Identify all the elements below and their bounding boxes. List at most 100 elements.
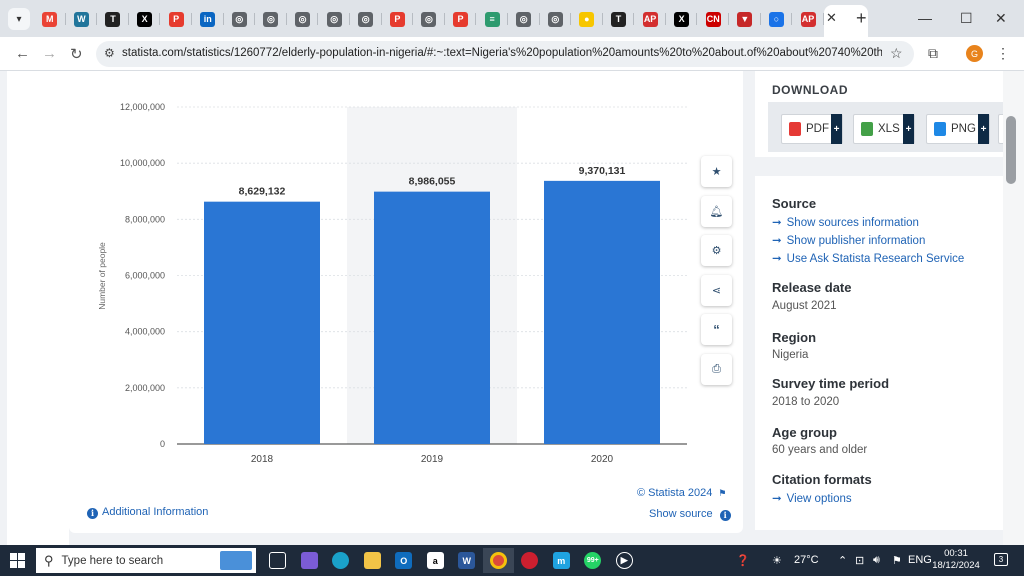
download-xls-button[interactable]: XLS + xyxy=(853,114,915,144)
amazon-icon[interactable]: a xyxy=(420,548,452,573)
forward-icon[interactable]: → xyxy=(42,45,57,62)
copyright-text[interactable]: © Statista 2024 xyxy=(637,487,713,499)
browser-tab[interactable]: CN xyxy=(697,5,729,33)
chart-tools: ★ 🔔︎ ⚙ ⋖ “ ⎙ xyxy=(701,156,732,394)
show-source-label[interactable]: Show source xyxy=(649,508,713,520)
browser-tab[interactable]: W xyxy=(66,5,98,33)
tray-chevron-icon[interactable]: ⌃ xyxy=(838,555,848,567)
citation-options-label[interactable]: View options xyxy=(786,493,852,505)
word-icon[interactable]: W xyxy=(451,548,483,573)
browser-tab[interactable]: ◎ xyxy=(224,5,256,33)
browser-tab[interactable]: ◎ xyxy=(540,5,572,33)
browser-tab[interactable]: M xyxy=(34,5,66,33)
browser-tab[interactable]: X xyxy=(666,5,698,33)
ask-statista-link[interactable]: ➞ Use Ask Statista Research Service xyxy=(772,251,964,265)
additional-information-link[interactable]: i Additional Information xyxy=(87,506,208,519)
url-text[interactable]: statista.com/statistics/1260772/elderly-… xyxy=(122,47,882,59)
globe-icon: ◎ xyxy=(516,11,532,27)
site-info-icon[interactable]: ⚙ xyxy=(104,46,115,60)
show-sources-link[interactable]: ➞ Show sources information xyxy=(772,215,919,229)
browser-tab[interactable]: T xyxy=(603,5,635,33)
release-date-heading: Release date xyxy=(772,280,852,295)
minimize-icon[interactable]: — xyxy=(918,10,932,26)
share-icon[interactable]: ⋖ xyxy=(701,274,732,306)
plus-icon[interactable]: + xyxy=(831,114,842,144)
tab-search-chevron-down-icon[interactable]: ▾ xyxy=(8,8,30,30)
scrollbar-thumb[interactable] xyxy=(1006,116,1016,184)
citation-options-link[interactable]: ➞ View options xyxy=(772,491,852,505)
network-icon[interactable]: ⊡ xyxy=(855,555,865,567)
gear-icon[interactable]: ⚙ xyxy=(701,235,732,267)
window-close-icon[interactable]: ✕ xyxy=(995,10,1007,26)
flag-icon[interactable]: ⚑ xyxy=(892,555,902,567)
browser-tab[interactable]: X xyxy=(129,5,161,33)
page-scrollbar[interactable] xyxy=(1003,71,1024,545)
outlook-icon[interactable]: O xyxy=(388,548,420,573)
print-icon[interactable]: ⎙ xyxy=(701,353,732,385)
show-source-link[interactable]: Show source i xyxy=(649,508,731,521)
show-sources-label[interactable]: Show sources information xyxy=(786,217,919,229)
address-bar[interactable]: ⚙ statista.com/statistics/1260772/elderl… xyxy=(96,41,914,67)
back-icon[interactable]: ← xyxy=(15,45,30,62)
plus-icon[interactable]: + xyxy=(903,114,914,144)
close-tab-icon[interactable]: ✕ xyxy=(826,10,837,25)
whatsapp-icon[interactable]: 99+ xyxy=(577,548,609,573)
weather-temp[interactable]: 27°C xyxy=(794,554,819,566)
reload-icon[interactable]: ↻ xyxy=(70,46,83,63)
notifications-icon[interactable]: 3 xyxy=(994,553,1008,566)
browser-tab[interactable]: ● xyxy=(571,5,603,33)
ask-statista-label[interactable]: Use Ask Statista Research Service xyxy=(786,253,965,265)
media-player-icon[interactable]: ▶ xyxy=(609,548,641,573)
browser-tab[interactable]: ◎ xyxy=(350,5,382,33)
profile-avatar[interactable]: G xyxy=(966,45,983,62)
show-publisher-link[interactable]: ➞ Show publisher information xyxy=(772,233,925,247)
task-view-icon[interactable] xyxy=(262,548,294,573)
taskbar-clock[interactable]: 00:31 18/12/2024 xyxy=(932,548,980,572)
browser-tab[interactable]: ◎ xyxy=(413,5,445,33)
help-icon[interactable]: ❓ xyxy=(736,555,750,567)
globe-icon: ◎ xyxy=(263,11,279,27)
language-indicator[interactable]: ENG xyxy=(908,554,932,566)
browser-tab[interactable]: ◎ xyxy=(318,5,350,33)
volume-icon[interactable]: 🔊︎ xyxy=(873,554,880,566)
browser-tab[interactable]: P xyxy=(160,5,192,33)
download-png-button[interactable]: PNG + xyxy=(926,114,990,144)
menu-dots-icon[interactable]: ⋮ xyxy=(996,45,1010,61)
music-app-icon[interactable]: m xyxy=(546,548,578,573)
show-publisher-label[interactable]: Show publisher information xyxy=(786,235,926,247)
info-icon: i xyxy=(87,507,98,519)
browser-tab[interactable]: ◎ xyxy=(287,5,319,33)
browser-tab[interactable]: AP xyxy=(792,5,824,33)
additional-info-label[interactable]: Additional Information xyxy=(102,506,209,518)
browser-tab[interactable]: T xyxy=(97,5,129,33)
search-placeholder[interactable]: Type here to search xyxy=(61,554,164,567)
taskbar-search[interactable]: ⚲ Type here to search xyxy=(36,548,256,573)
quote-icon[interactable]: “ xyxy=(701,314,732,346)
browser-tab[interactable]: P xyxy=(445,5,477,33)
browser-tab[interactable]: AP xyxy=(634,5,666,33)
file-explorer-icon[interactable] xyxy=(357,548,389,573)
times-icon: T xyxy=(105,11,121,27)
browser-tab[interactable]: P xyxy=(382,5,414,33)
chrome-icon[interactable] xyxy=(482,548,514,573)
plus-icon[interactable]: + xyxy=(978,114,989,144)
browser-tab-active[interactable] xyxy=(823,5,868,37)
star-icon[interactable]: ★ xyxy=(701,156,732,187)
bell-icon[interactable]: 🔔︎ xyxy=(701,195,732,227)
new-tab-plus-icon[interactable]: + xyxy=(856,8,867,28)
extensions-icon[interactable]: ⧉ xyxy=(928,45,938,61)
download-pdf-button[interactable]: PDF + xyxy=(781,114,843,144)
browser-tab[interactable]: ○ xyxy=(761,5,793,33)
browser-tab[interactable]: ▼ xyxy=(729,5,761,33)
browser-tab[interactable]: ◎ xyxy=(508,5,540,33)
edge-icon[interactable] xyxy=(325,548,357,573)
windows-start-icon[interactable] xyxy=(10,553,25,568)
opera-icon[interactable] xyxy=(514,548,546,573)
copilot-icon[interactable] xyxy=(294,548,326,573)
bookmark-star-icon[interactable]: ☆ xyxy=(890,45,903,61)
browser-tab[interactable]: ≡ xyxy=(476,5,508,33)
browser-tab[interactable]: in xyxy=(192,5,224,33)
chart-copyright[interactable]: © Statista 2024 ⚑ xyxy=(637,487,726,499)
browser-tab[interactable]: ◎ xyxy=(255,5,287,33)
maximize-icon[interactable]: ☐ xyxy=(960,10,973,26)
